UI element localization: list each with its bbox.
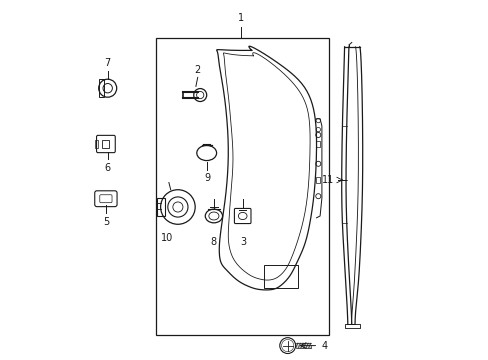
Text: 7: 7 — [104, 58, 111, 68]
Bar — [264, 265, 298, 288]
Bar — [157, 198, 164, 216]
Bar — [316, 141, 320, 147]
Bar — [156, 38, 328, 335]
Text: 1: 1 — [237, 13, 244, 23]
Text: 2: 2 — [194, 64, 201, 75]
Text: 8: 8 — [210, 237, 217, 247]
Text: 5: 5 — [102, 217, 109, 227]
Bar — [99, 79, 104, 97]
Text: 6: 6 — [104, 163, 111, 173]
Bar — [102, 140, 109, 148]
Text: 10: 10 — [161, 233, 173, 243]
Bar — [95, 140, 98, 148]
Text: 4: 4 — [321, 341, 327, 351]
Bar — [316, 177, 320, 183]
Text: 11: 11 — [321, 175, 333, 185]
Text: 9: 9 — [204, 173, 210, 183]
Text: 3: 3 — [240, 237, 246, 247]
